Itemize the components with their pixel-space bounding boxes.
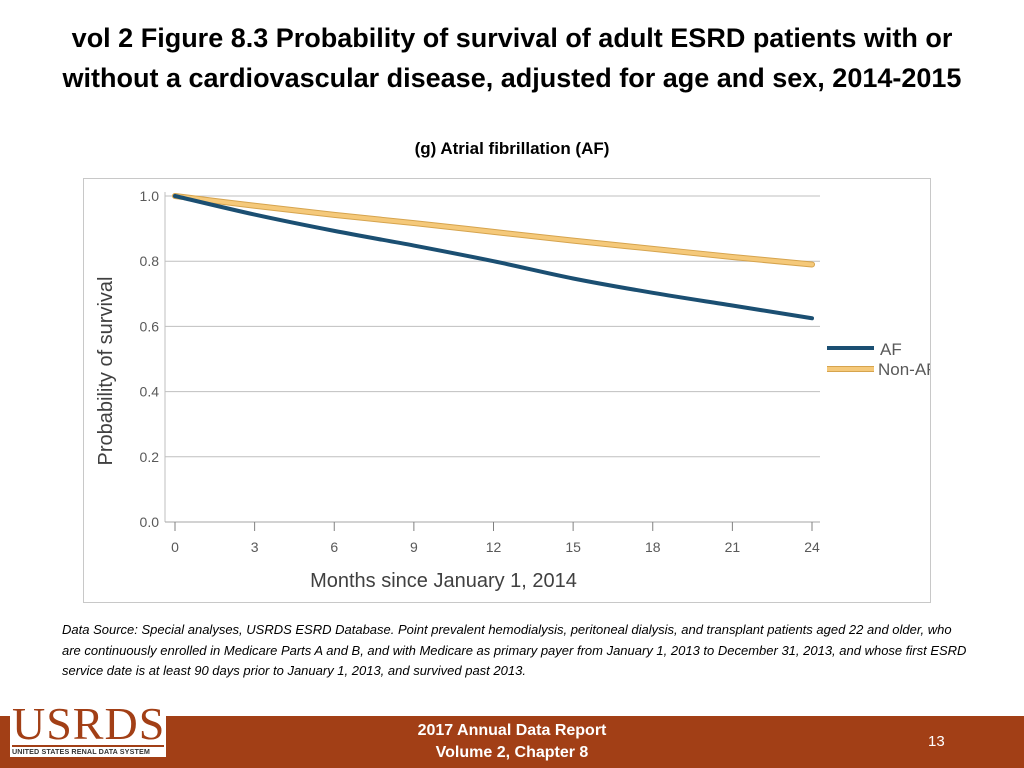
survival-chart: 0.0 0.2 0.4 0.6 0.8 1.0 0 3 6 9 12 15 18 21 24 Months s…	[95, 188, 930, 592]
slide-title-line-2: without a cardiovascular disease, adjust…	[62, 63, 962, 93]
y-tick-label: 0.4	[140, 384, 160, 400]
logo-rule	[12, 745, 164, 747]
chart-frame: 0.0 0.2 0.4 0.6 0.8 1.0 0 3 6 9 12 15 18 21 24 Months s…	[83, 178, 931, 603]
logo-wordmark: USRDS	[12, 698, 166, 749]
y-tick-label: 0.2	[140, 449, 160, 465]
page-number: 13	[928, 733, 945, 750]
x-tick-label: 24	[804, 539, 820, 555]
series-line-non-af	[173, 194, 814, 267]
axes: 0.0 0.2 0.4 0.6 0.8 1.0 0 3 6 9 12 15 18 21 24 Months s…	[95, 188, 820, 592]
y-tick-label: 0.0	[140, 514, 160, 530]
series-line-af	[173, 194, 814, 321]
x-tick-label: 9	[410, 539, 418, 555]
x-tick-label: 21	[725, 539, 741, 555]
y-tick-label: 1.0	[140, 188, 160, 204]
footer-report-title: 2017 Annual Data Report	[417, 722, 607, 739]
footer-report-volume: Volume 2, Chapter 8	[435, 744, 589, 761]
data-source-note: Data Source: Special analyses, USRDS ESR…	[62, 622, 967, 678]
slide-title-line-1: vol 2 Figure 8.3 Probability of survival…	[71, 23, 953, 53]
chart-subtitle: (g) Atrial fibrillation (AF)	[414, 139, 610, 158]
x-tick-label: 6	[330, 539, 338, 555]
x-tick-label: 3	[251, 539, 259, 555]
usrds-logo: USRDS UNITED STATES RENAL DATA SYSTEM	[10, 701, 166, 757]
footer-report-info: 2017 Annual Data Report Volume 2, Chapte…	[312, 720, 712, 764]
x-axis-title: Months since January 1, 2014	[310, 570, 577, 592]
y-tick-label: 0.6	[140, 318, 160, 334]
x-tick-label: 0	[171, 539, 179, 555]
y-axis-title: Probability of survival	[95, 277, 117, 466]
x-tick-label: 12	[486, 539, 502, 555]
gridlines	[165, 195, 820, 458]
y-tick-label: 0.8	[140, 253, 160, 269]
x-tick-label: 18	[645, 539, 661, 555]
slide-title: vol 2 Figure 8.3 Probability of survival…	[0, 18, 1024, 98]
series-lines	[172, 193, 815, 321]
legend-label-non-af: Non-AF	[878, 360, 930, 379]
footer-bar	[0, 716, 1024, 768]
x-tick-label: 15	[565, 539, 581, 555]
logo-subtext: UNITED STATES RENAL DATA SYSTEM	[12, 747, 150, 756]
legend-label-af: AF	[880, 340, 902, 359]
